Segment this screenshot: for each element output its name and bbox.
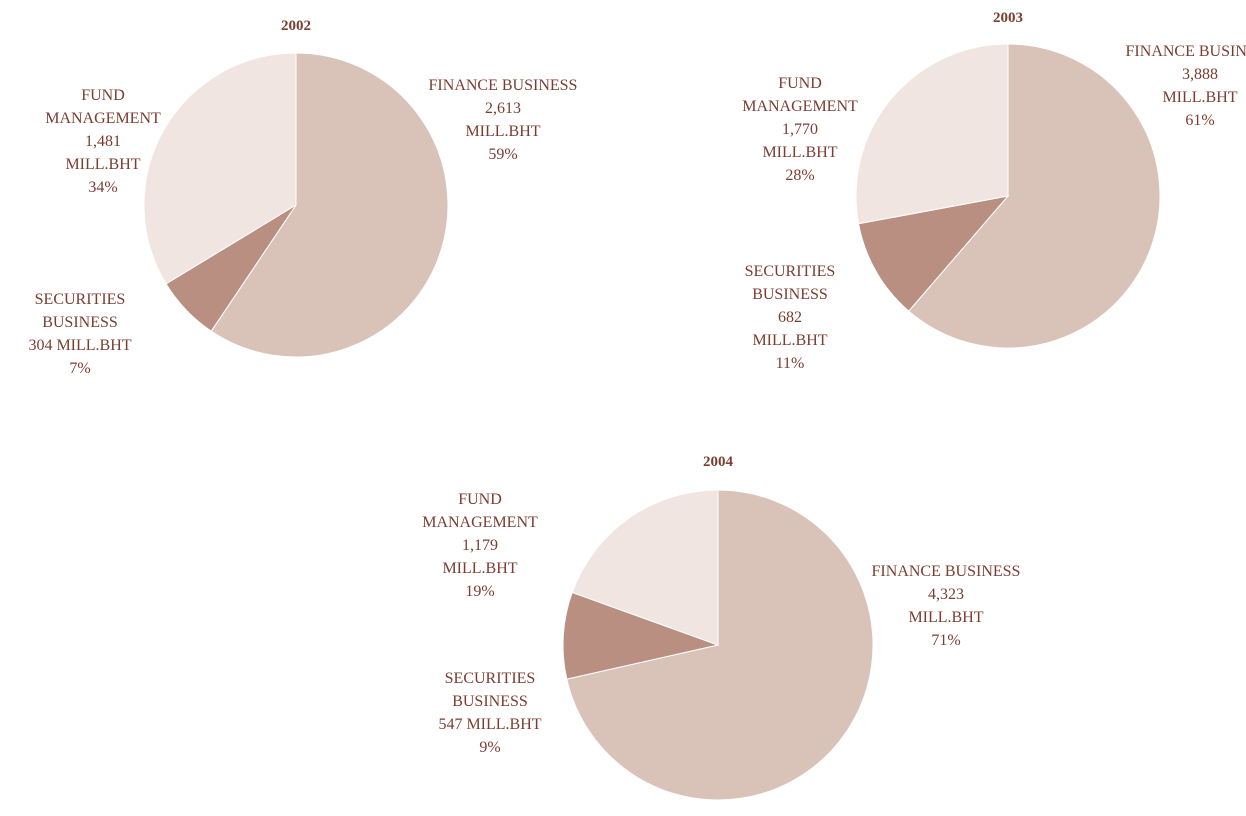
slice-value: 682 xyxy=(778,309,802,326)
pie-slice xyxy=(908,43,1161,349)
slice-name: SECURITIES BUSINESS xyxy=(744,263,836,303)
slice-label: FINANCE BUSINESS 4,323 MILL.BHT 71% xyxy=(871,560,1021,652)
chart-title: 2002 xyxy=(281,18,311,34)
slice-value: 2,613 xyxy=(485,100,521,117)
slice-unit: MILL.BHT xyxy=(762,144,838,161)
pie-slice xyxy=(857,195,1010,312)
slice-unit: MILL.BHT xyxy=(65,156,141,173)
pie-slice xyxy=(143,52,297,285)
slice-label: FINANCE BUSINESS 3,888 MILL.BHT 61% xyxy=(1125,40,1246,132)
pie-slice xyxy=(566,489,874,801)
slice-label: FINANCE BUSINESS 2,613 MILL.BHT 59% xyxy=(428,74,578,166)
slice-name: FUND MANAGEMENT xyxy=(742,75,858,115)
slice-unit: MILL.BHT xyxy=(465,123,541,140)
pie-slice xyxy=(855,43,1009,225)
slice-name: FUND MANAGEMENT xyxy=(422,491,538,531)
slice-value: 1,770 xyxy=(782,121,818,138)
pie-slice xyxy=(210,52,449,358)
slice-value: 304 xyxy=(28,337,53,354)
slice-name: FINANCE BUSINESS xyxy=(1125,43,1246,60)
slice-name: FINANCE BUSINESS xyxy=(871,563,1021,580)
slice-name: SECURITIES BUSINESS xyxy=(444,670,536,710)
chart-title: 2004 xyxy=(703,454,733,470)
slice-unit: MILL.BHT xyxy=(56,337,132,354)
slice-value: 547 xyxy=(438,716,463,733)
slice-label: FUND MANAGEMENT 1,481 MILL.BHT 34% xyxy=(28,84,178,199)
slice-percent: 11% xyxy=(775,355,805,372)
slice-label: SECURITIES BUSINESS 547 MILL.BHT 9% xyxy=(415,667,565,759)
chart-title: 2003 xyxy=(993,10,1023,26)
slice-label: FUND MANAGEMENT 1,770 MILL.BHT 28% xyxy=(725,72,875,187)
pie-slice xyxy=(562,591,720,680)
slice-percent: 9% xyxy=(479,739,501,756)
pie-slice xyxy=(571,489,719,646)
slice-value: 1,481 xyxy=(85,133,121,150)
slice-percent: 61% xyxy=(1185,112,1215,129)
slice-label: SECURITIES BUSINESS 682 MILL.BHT 11% xyxy=(715,260,865,375)
slice-unit: MILL.BHT xyxy=(442,560,518,577)
slice-percent: 7% xyxy=(69,360,91,377)
slice-name: FINANCE BUSINESS xyxy=(428,77,578,94)
slice-unit: MILL.BHT xyxy=(908,609,984,626)
slice-unit: MILL.BHT xyxy=(752,332,828,349)
slice-percent: 19% xyxy=(465,583,495,600)
slice-percent: 71% xyxy=(931,632,961,649)
slice-name: SECURITIES BUSINESS xyxy=(34,291,126,331)
slice-percent: 34% xyxy=(88,179,118,196)
slice-unit: MILL.BHT xyxy=(1162,89,1238,106)
slice-label: SECURITIES BUSINESS 304 MILL.BHT 7% xyxy=(5,288,155,380)
slice-label: FUND MANAGEMENT 1,179 MILL.BHT 19% xyxy=(405,488,555,603)
slice-name: FUND MANAGEMENT xyxy=(45,87,161,127)
slice-percent: 59% xyxy=(488,146,518,163)
slice-percent: 28% xyxy=(785,167,815,184)
slice-value: 4,323 xyxy=(928,586,964,603)
slice-value: 3,888 xyxy=(1182,66,1218,83)
slice-value: 1,179 xyxy=(462,537,498,554)
slice-unit: MILL.BHT xyxy=(466,716,542,733)
